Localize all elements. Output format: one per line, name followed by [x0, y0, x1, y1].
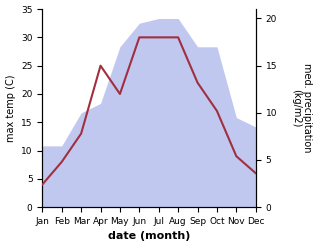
Y-axis label: max temp (C): max temp (C) [5, 74, 16, 142]
Y-axis label: med. precipitation
(kg/m2): med. precipitation (kg/m2) [291, 63, 313, 153]
X-axis label: date (month): date (month) [108, 231, 190, 242]
